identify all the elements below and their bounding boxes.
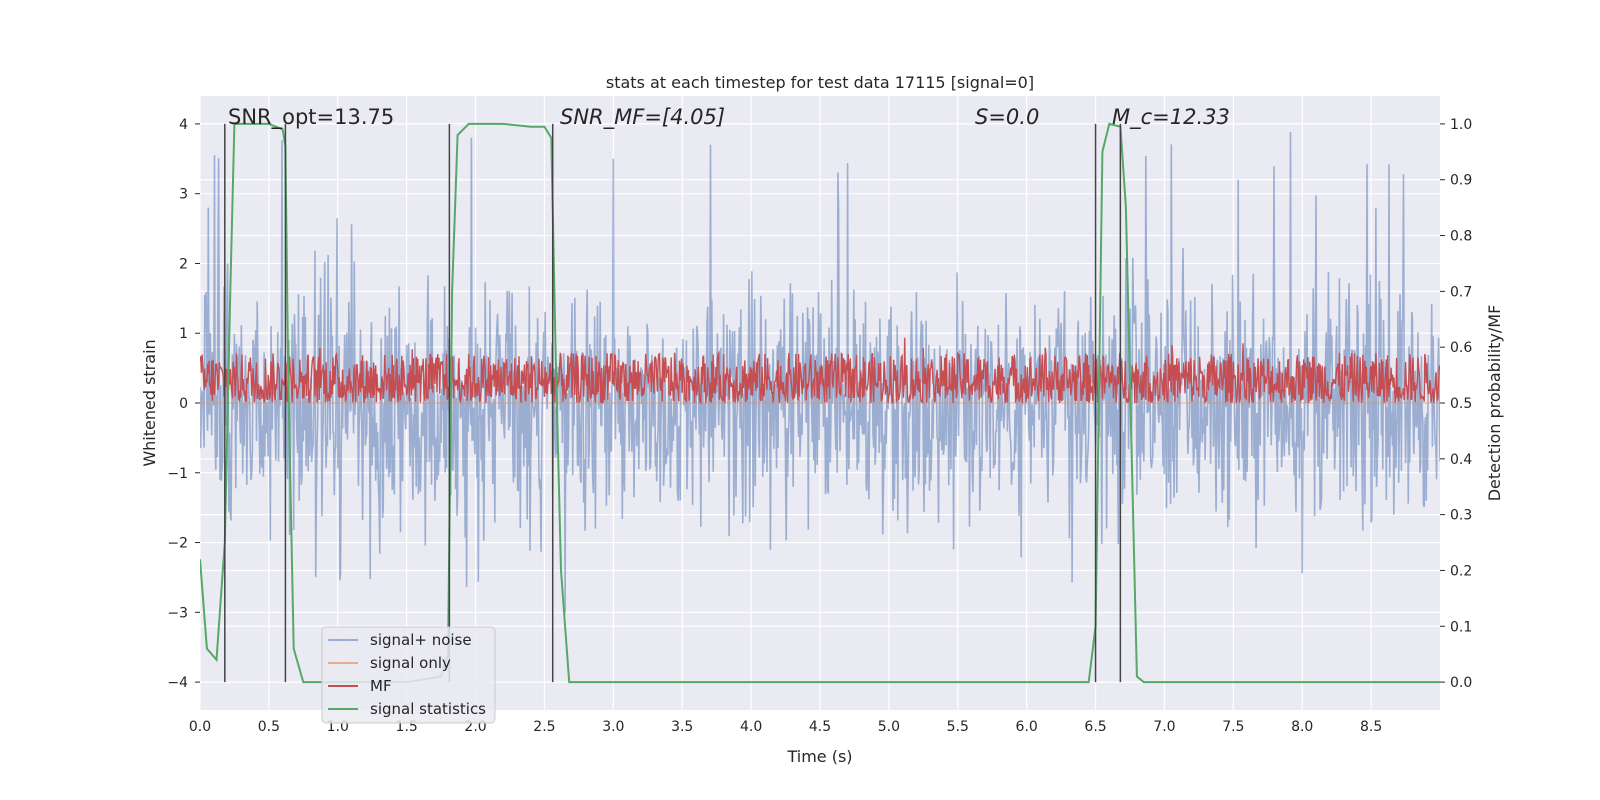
series-signal-statistics	[200, 122, 1440, 684]
chart-title: stats at each timestep for test data 171…	[606, 73, 1034, 92]
annotation-snr-opt: SNR_opt=13.75	[228, 105, 394, 130]
series-signal-noise	[200, 131, 1440, 613]
x-tick-label: 4.0	[740, 719, 762, 735]
annotation-snr-mf: SNR_MF=[4.05]	[560, 105, 725, 130]
y-tick-label: −1	[167, 466, 188, 482]
legend-box	[321, 626, 496, 724]
series-mf	[200, 337, 1440, 406]
x-tick-label: 0.0	[189, 719, 211, 735]
y2-tick-label: 0.2	[1450, 563, 1472, 579]
x-tick-label: 6.0	[1016, 719, 1038, 735]
legend-label-signal-noise: signal+ noise	[370, 631, 472, 649]
y2-tick-label: 0.9	[1450, 173, 1472, 189]
x-tick-label: 7.5	[1222, 719, 1244, 735]
y2-tick-label: 0.0	[1450, 675, 1472, 691]
y2-tick-label: 0.7	[1450, 284, 1472, 300]
x-tick-label: 4.5	[809, 719, 831, 735]
legend-label-mf: MF	[370, 677, 392, 695]
x-tick-label: 8.0	[1291, 719, 1313, 735]
y-tick-label: 3	[179, 187, 188, 203]
y-tick-label: 4	[179, 117, 188, 133]
x-tick-label: 0.5	[258, 719, 280, 735]
x-tick-label: 6.5	[1084, 719, 1106, 735]
y-tick-label: 0	[179, 396, 188, 412]
y2-tick-label: 0.4	[1450, 452, 1472, 468]
x-tick-label: 8.5	[1360, 719, 1382, 735]
y-tick-label: −2	[167, 536, 188, 552]
y2-tick-label: 0.8	[1450, 229, 1472, 245]
legend-label-signal-only: signal only	[370, 654, 451, 672]
data-layer	[200, 122, 1440, 684]
y2-tick-label: 0.6	[1450, 340, 1472, 356]
x-tick-label: 7.0	[1153, 719, 1175, 735]
y-axis-label: Whitened strain	[140, 339, 159, 466]
y-tick-label: 1	[179, 326, 188, 342]
x-tick-label: 5.0	[878, 719, 900, 735]
y2-tick-label: 1.0	[1450, 117, 1472, 133]
y2-tick-label: 0.5	[1450, 396, 1472, 412]
y2-tick-label: 0.1	[1450, 619, 1472, 635]
y2-axis-label: Detection probability/MF	[1485, 305, 1504, 502]
x-axis-label: Time (s)	[786, 747, 852, 766]
x-tick-label: 5.5	[947, 719, 969, 735]
axes-layer: 0.0 0.5 1.0 1.5 2.0 2.5 3.0 3.5 4.0 4.5 5.0 5.5 6.0 6…	[167, 117, 1472, 735]
y-tick-label: 2	[179, 256, 188, 272]
annotation-mc: M_c=12.33	[1112, 105, 1230, 130]
legend: signal+ noise signal only MF signal stat…	[321, 626, 496, 724]
annotation-s: S=0.0	[975, 105, 1039, 129]
x-tick-label: 3.0	[602, 719, 624, 735]
legend-label-signal-statistics: signal statistics	[370, 700, 486, 718]
y2-tick-label: 0.3	[1450, 508, 1472, 524]
y-tick-label: −3	[167, 605, 188, 621]
x-tick-label: 2.5	[533, 719, 555, 735]
x-tick-label: 3.5	[671, 719, 693, 735]
y-tick-label: −4	[167, 675, 188, 691]
